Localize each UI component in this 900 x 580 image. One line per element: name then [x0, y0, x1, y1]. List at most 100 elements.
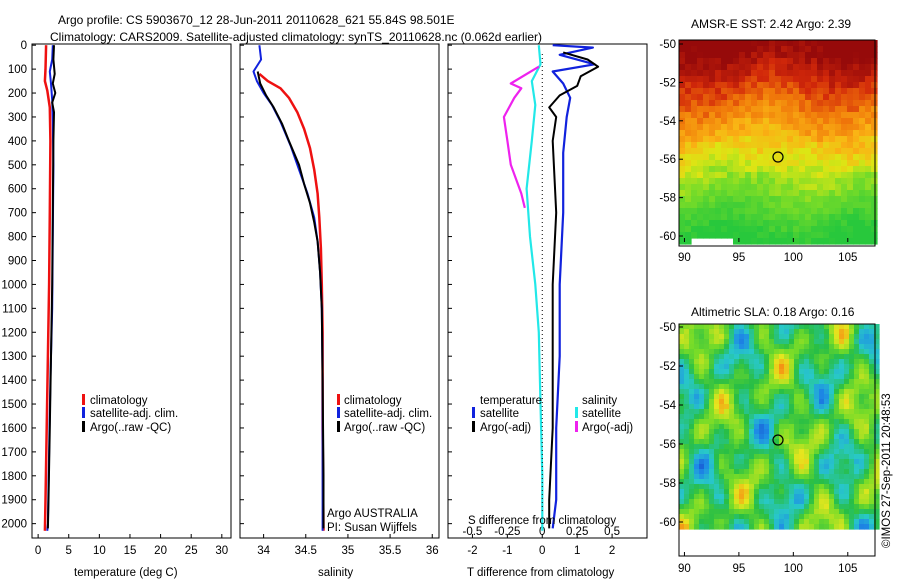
map-cell: [819, 384, 825, 390]
map-cell: [751, 148, 758, 155]
map-cell: [694, 519, 700, 525]
map-cell: [775, 232, 782, 239]
map-cell: [779, 454, 785, 460]
map-cell: [849, 449, 855, 455]
map-cell: [775, 70, 782, 77]
map-cell: [805, 148, 812, 155]
map-cell: [839, 434, 845, 440]
map-cell: [727, 76, 734, 83]
map-cell: [865, 178, 872, 185]
map-cell: [854, 339, 860, 345]
map-cell: [749, 414, 755, 420]
difference-series-blue: [551, 44, 596, 529]
map-cell: [714, 339, 720, 345]
map-cell: [847, 70, 854, 77]
map-cell: [729, 504, 735, 510]
map-cell: [869, 344, 875, 350]
map-cell: [694, 384, 700, 390]
lon-tick-label: 95: [732, 252, 745, 264]
map-cell: [853, 154, 860, 161]
map-cell: [853, 166, 860, 173]
map-cell: [685, 226, 692, 233]
map-cell: [709, 202, 716, 209]
map-cell: [679, 94, 686, 101]
map-cell: [769, 454, 775, 460]
map-cell: [789, 359, 795, 365]
map-cell: [724, 404, 730, 410]
map-cell: [829, 484, 835, 490]
map-cell: [844, 524, 850, 530]
map-cell: [847, 214, 854, 221]
map-cell: [859, 112, 866, 119]
map-cell: [789, 474, 795, 480]
map-cell: [697, 124, 704, 131]
map-cell: [865, 136, 872, 143]
map-cell: [819, 494, 825, 500]
map-cell: [829, 509, 835, 515]
map-cell: [811, 40, 818, 47]
map-cell: [679, 389, 685, 395]
map-cell: [779, 474, 785, 480]
map-cell: [719, 494, 725, 500]
map-cell: [697, 106, 704, 113]
map-cell: [789, 424, 795, 430]
map-cell: [874, 519, 880, 525]
map-cell: [763, 106, 770, 113]
map-cell: [864, 489, 870, 495]
map-cell: [734, 519, 740, 525]
map-cell: [714, 464, 720, 470]
map-cell: [824, 524, 830, 530]
map-cell: [817, 172, 824, 179]
map-cell: [774, 474, 780, 480]
map-cell: [814, 449, 820, 455]
map-cell: [703, 76, 710, 83]
map-cell: [759, 494, 765, 500]
s-diff-tick-label: 0: [539, 526, 545, 538]
map-cell: [847, 100, 854, 107]
map-cell: [715, 172, 722, 179]
map-cell: [727, 142, 734, 149]
map-cell: [775, 214, 782, 221]
map-cell: [729, 434, 735, 440]
map-cell: [814, 339, 820, 345]
x-tick-label: 1: [574, 545, 580, 557]
map-cell: [733, 76, 740, 83]
map-cell: [869, 504, 875, 510]
map-cell: [754, 489, 760, 495]
map-cell: [874, 509, 880, 515]
map-cell: [823, 76, 830, 83]
map-cell: [787, 148, 794, 155]
map-cell: [779, 384, 785, 390]
map-cell: [805, 196, 812, 203]
map-cell: [799, 202, 806, 209]
map-cell: [709, 514, 715, 520]
map-cell: [694, 389, 700, 395]
map-cell: [719, 464, 725, 470]
map-cell: [684, 494, 690, 500]
map-cell: [844, 434, 850, 440]
map-cell: [739, 489, 745, 495]
map-cell: [824, 339, 830, 345]
map-cell: [679, 364, 685, 370]
map-cell: [763, 190, 770, 197]
map-cell: [764, 334, 770, 340]
map-cell: [817, 202, 824, 209]
map-cell: [819, 519, 825, 525]
map-cell: [864, 454, 870, 460]
map-cell: [754, 329, 760, 335]
map-cell: [779, 379, 785, 385]
map-cell: [829, 329, 835, 335]
map-cell: [719, 499, 725, 505]
map-cell: [829, 374, 835, 380]
map-cell: [779, 479, 785, 485]
map-cell: [793, 196, 800, 203]
map-cell: [697, 214, 704, 221]
map-cell: [849, 409, 855, 415]
map-cell: [809, 464, 815, 470]
map-cell: [794, 484, 800, 490]
map-cell: [823, 58, 830, 65]
map-cell: [819, 354, 825, 360]
map-cell: [871, 166, 878, 173]
map-cell: [844, 324, 850, 330]
map-cell: [727, 220, 734, 227]
